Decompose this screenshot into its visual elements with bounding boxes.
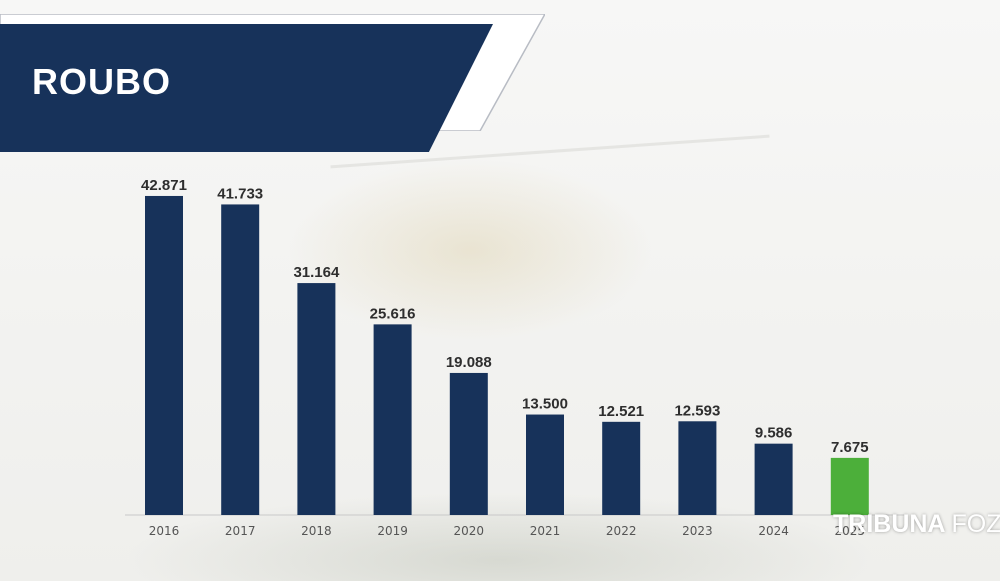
x-tick-label-2019: 2019 xyxy=(377,524,408,538)
value-label-2018: 31.164 xyxy=(293,264,340,281)
x-tick-label-2024: 2024 xyxy=(758,524,789,538)
x-tick-label-2018: 2018 xyxy=(301,524,332,538)
value-label-2025: 7.675 xyxy=(831,439,869,456)
bar-2017 xyxy=(221,204,260,515)
bar-2019 xyxy=(373,324,412,515)
value-label-2023: 12.593 xyxy=(674,402,720,419)
bar-2025 xyxy=(830,457,869,515)
x-tick-label-2020: 2020 xyxy=(454,524,485,538)
bar-2021 xyxy=(526,414,564,515)
watermark-brand-bold: TRIBUNA xyxy=(833,510,946,538)
bar-2024 xyxy=(754,443,793,515)
x-tick-label-2025: 2025 xyxy=(835,524,866,538)
value-label-2024: 9.586 xyxy=(755,425,793,442)
value-label-2022: 12.521 xyxy=(598,403,644,420)
watermark-brand-light: FOZ xyxy=(951,510,1000,538)
bar-2023 xyxy=(678,421,717,515)
bar-2016 xyxy=(145,195,183,515)
x-tick-label-2023: 2023 xyxy=(682,524,713,538)
value-label-2017: 41.733 xyxy=(217,185,263,202)
x-tick-label-2017: 2017 xyxy=(225,524,256,538)
x-tick-label-2021: 2021 xyxy=(530,524,561,538)
value-label-2019: 25.616 xyxy=(370,305,416,322)
bar-2018 xyxy=(297,283,336,515)
x-tick-label-2022: 2022 xyxy=(606,524,637,538)
x-tick-label-2016: 2016 xyxy=(149,524,180,538)
bar-2020 xyxy=(449,372,488,515)
value-label-2016: 42.871 xyxy=(141,177,187,194)
title-banner xyxy=(0,24,493,152)
value-label-2021: 13.500 xyxy=(522,396,568,413)
chart-title: ROUBO xyxy=(32,61,171,102)
bar-2022 xyxy=(602,421,641,515)
value-label-2020: 19.088 xyxy=(446,354,492,371)
watermark-logo: TRIBUNA FOZ xyxy=(833,512,1000,537)
